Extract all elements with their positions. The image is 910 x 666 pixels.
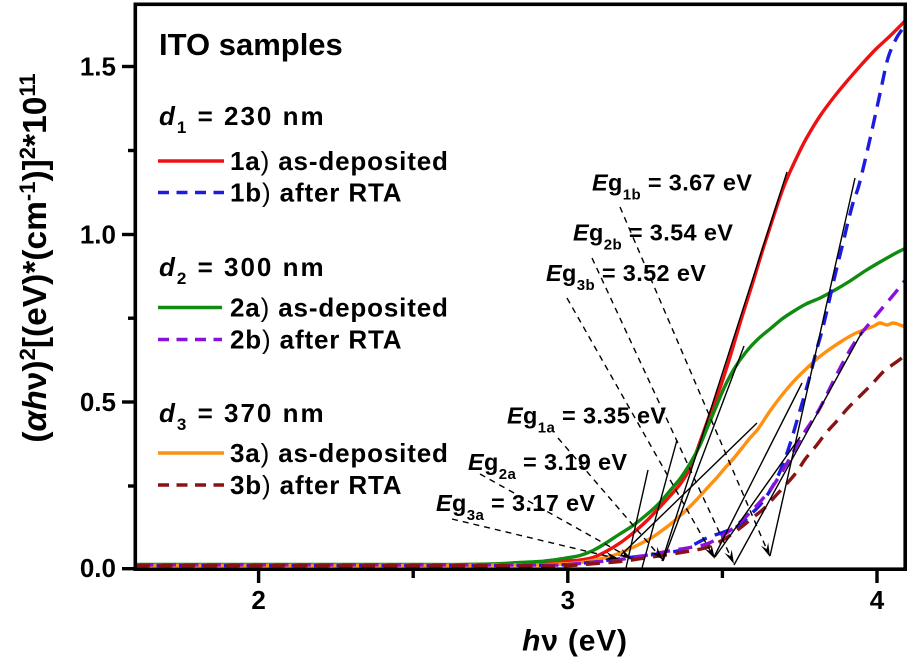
svg-text:1.0: 1.0 bbox=[80, 220, 116, 250]
svg-text:d1 = 230 nm: d1 = 230 nm bbox=[159, 101, 326, 137]
svg-text:hν (eV): hν (eV) bbox=[522, 625, 628, 658]
svg-text:2b) after RTA: 2b) after RTA bbox=[230, 325, 402, 355]
svg-text:0.0: 0.0 bbox=[80, 553, 116, 583]
svg-text:3b) after RTA: 3b) after RTA bbox=[230, 470, 402, 500]
svg-text:2: 2 bbox=[251, 585, 265, 615]
svg-text:1a) as-deposited: 1a) as-deposited bbox=[230, 146, 449, 176]
svg-text:(αhν)2[(eV)*(cm-1)]2*1011: (αhν)2[(eV)*(cm-1)]2*1011 bbox=[15, 73, 54, 442]
svg-text:4: 4 bbox=[870, 585, 885, 615]
svg-text:3a) as-deposited: 3a) as-deposited bbox=[230, 438, 449, 468]
svg-text:3: 3 bbox=[561, 585, 575, 615]
svg-text:1b) after RTA: 1b) after RTA bbox=[230, 178, 402, 208]
svg-text:d3 = 370 nm: d3 = 370 nm bbox=[159, 398, 326, 434]
svg-text:0.5: 0.5 bbox=[80, 387, 116, 417]
svg-text:d2 = 300 nm: d2 = 300 nm bbox=[159, 252, 326, 288]
svg-text:2a) as-deposited: 2a) as-deposited bbox=[230, 293, 449, 323]
svg-text:1.5: 1.5 bbox=[80, 52, 116, 82]
svg-text:ITO samples: ITO samples bbox=[159, 27, 343, 62]
